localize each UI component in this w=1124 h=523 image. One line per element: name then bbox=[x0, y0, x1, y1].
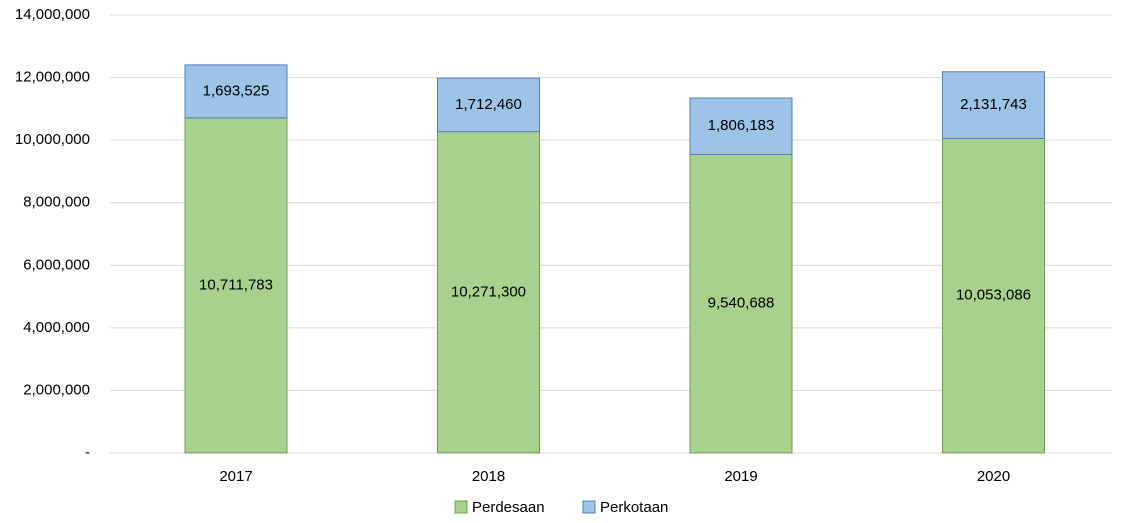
data-label: 10,271,300 bbox=[451, 283, 526, 300]
data-label: 1,693,525 bbox=[203, 82, 270, 99]
bar-segment bbox=[437, 77, 540, 133]
y-tick-label: - bbox=[85, 444, 90, 461]
data-label: 9,540,688 bbox=[708, 295, 775, 312]
data-label: 10,711,783 bbox=[199, 276, 273, 293]
x-tick-label: 2017 bbox=[219, 468, 252, 485]
y-tick-label: 14,000,000 bbox=[15, 6, 90, 23]
bar-segment bbox=[184, 64, 288, 119]
y-tick-label: 2,000,000 bbox=[23, 381, 90, 398]
data-label: 1,806,183 bbox=[708, 117, 775, 134]
data-label: 2,131,743 bbox=[960, 96, 1027, 113]
bar-segment bbox=[689, 154, 793, 454]
legend-label: Perdesaan bbox=[472, 499, 545, 516]
legend-swatch bbox=[454, 500, 468, 514]
legend-swatch bbox=[582, 500, 596, 514]
bar-segment bbox=[689, 97, 793, 156]
bar-segment bbox=[437, 131, 540, 454]
y-tick-label: 4,000,000 bbox=[23, 319, 90, 336]
x-tick-label: 2019 bbox=[724, 468, 757, 485]
y-tick-label: 12,000,000 bbox=[15, 69, 90, 86]
x-tick-label: 2018 bbox=[472, 468, 505, 485]
y-tick-label: 8,000,000 bbox=[23, 194, 90, 211]
data-label: 10,053,086 bbox=[956, 287, 1031, 304]
y-tick-label: 10,000,000 bbox=[15, 131, 90, 148]
data-label: 1,712,460 bbox=[455, 96, 522, 113]
bar-segment bbox=[942, 71, 1045, 139]
x-tick-label: 2020 bbox=[977, 468, 1010, 485]
bar-segment bbox=[184, 117, 288, 454]
y-tick-label: 6,000,000 bbox=[23, 256, 90, 273]
legend-label: Perkotaan bbox=[600, 499, 668, 516]
